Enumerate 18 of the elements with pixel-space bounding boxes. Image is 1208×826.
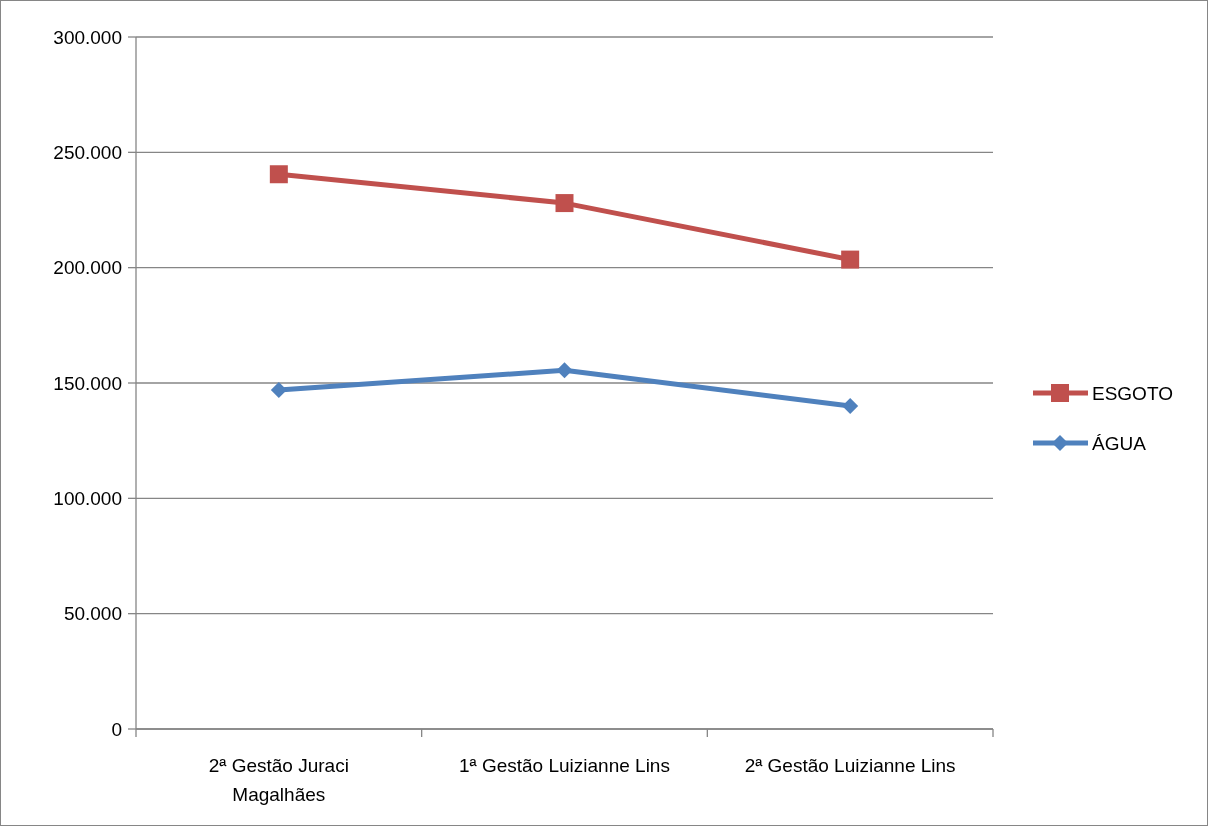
x-tick-label: 2ª Gestão Luizianne Lins: [744, 755, 956, 776]
y-tick-label: 250.000: [53, 141, 122, 163]
x-tick-label: 2ª Gestão Juraci Magalhães: [208, 755, 349, 805]
y-tick-label: 150.000: [53, 372, 122, 394]
y-tick-label: 100.000: [53, 487, 122, 509]
y-tick-label: 0: [111, 718, 122, 740]
y-tick-label: 300.000: [53, 26, 122, 48]
point: [270, 381, 287, 398]
point: [556, 362, 573, 379]
y-tick-label: 50.000: [63, 603, 122, 625]
point: [269, 165, 288, 184]
legend-label: ESGOTO: [1092, 382, 1173, 404]
x-tick-label: 1ª Gestão Luizianne Lins: [459, 755, 670, 776]
legend-label: ÁGUA: [1092, 432, 1147, 454]
point: [841, 250, 860, 269]
point: [842, 398, 859, 415]
point: [555, 194, 574, 213]
y-tick-label: 200.000: [53, 257, 122, 279]
